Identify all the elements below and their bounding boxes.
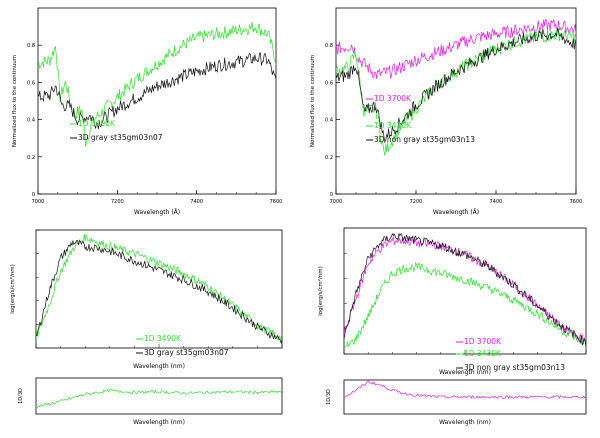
x-tick-label: 7000 [330, 199, 343, 205]
series-line-0 [36, 233, 282, 342]
series-line-0 [336, 18, 576, 80]
series-line-1 [344, 261, 586, 348]
ratio-line [343, 380, 587, 399]
y-axis-label: Normalized flux to the continuum [12, 55, 18, 147]
ratio-line [35, 388, 283, 409]
x-axis-label: Wavelength (nm) [439, 369, 491, 376]
y-axis-label: log(erg/s/cm²/nm) [317, 266, 324, 316]
y-axis-label: log(erg/s/cm²/nm) [9, 264, 16, 314]
chart-tr: 7000 7200 7400 7600 0 0.2 0.4 0.6 0.8 Wavelength … [310, 7, 583, 216]
series-line-1 [38, 52, 276, 130]
y-tick-label: 0 [330, 192, 333, 198]
series-line-2 [336, 27, 576, 144]
y-tick-label: 0 [32, 192, 35, 198]
plot-frame [37, 7, 277, 195]
legend-label: 3D non gray st35gm03n13 [464, 363, 565, 372]
x-axis-label: Wavelength (nm) [133, 363, 185, 370]
chart-bl: Wavelength (nm) log(erg/s/cm²/nm) 1D 3490K… [9, 229, 283, 426]
x-tick-label: 7600 [570, 199, 583, 205]
y-tick-label: 0.2 [27, 155, 35, 161]
y-tick-label: 0.6 [27, 80, 35, 86]
y-tick-label: 0.2 [325, 155, 333, 161]
ratio-y-label: 1D/3D [326, 389, 332, 405]
legend-label: 1D 3430K [374, 121, 412, 130]
x-axis-label: Wavelength (Å) [433, 209, 479, 216]
y-axis-label: Normalized flux to the continuum [310, 55, 316, 147]
plot-frame [335, 7, 577, 195]
x-tick-label: 7400 [490, 199, 503, 205]
ratio-frame [35, 377, 283, 415]
series-line-1 [36, 239, 282, 344]
ratio-y-label: 1D/3D [18, 388, 24, 404]
series-line-0 [38, 22, 276, 147]
legend-label: 1D 3700K [464, 337, 502, 346]
legend-label: 1D 3430K [464, 349, 502, 358]
series-line-2 [344, 232, 586, 347]
y-tick-label: 0.8 [27, 43, 35, 49]
legend-label: 1D 3700K [374, 94, 412, 103]
legend-label: 1D 3490K [78, 119, 116, 128]
x-tick-label: 7600 [270, 199, 283, 205]
x-tick-label: 7000 [32, 199, 45, 205]
legend-label: 1D 3490K [144, 334, 182, 343]
legend-label: 3D gray st35gm03n07 [78, 133, 163, 142]
ratio-x-axis-label: Wavelength (nm) [133, 419, 185, 426]
y-tick-label: 0.8 [325, 43, 333, 49]
x-tick-label: 7200 [111, 199, 124, 205]
y-tick-label: 0.4 [325, 118, 333, 124]
y-tick-label: 0.4 [27, 118, 35, 124]
legend-label: 3D non gray st35gm03n13 [374, 135, 475, 144]
legend-label: 3D gray st35gm03n07 [144, 348, 229, 357]
x-axis-label: Wavelength (Å) [134, 209, 180, 216]
chart-br: Wavelength (nm) log(erg/s/cm²/nm) 1D 3700K… [317, 227, 587, 426]
x-tick-label: 7200 [410, 199, 423, 205]
x-tick-label: 7400 [190, 199, 203, 205]
ratio-x-axis-label: Wavelength (nm) [439, 419, 491, 426]
y-tick-label: 0.6 [325, 80, 333, 86]
chart-tl: 7000 7200 7400 7600 0 0.2 0.4 0.6 0.8 Wavelength … [12, 7, 283, 216]
